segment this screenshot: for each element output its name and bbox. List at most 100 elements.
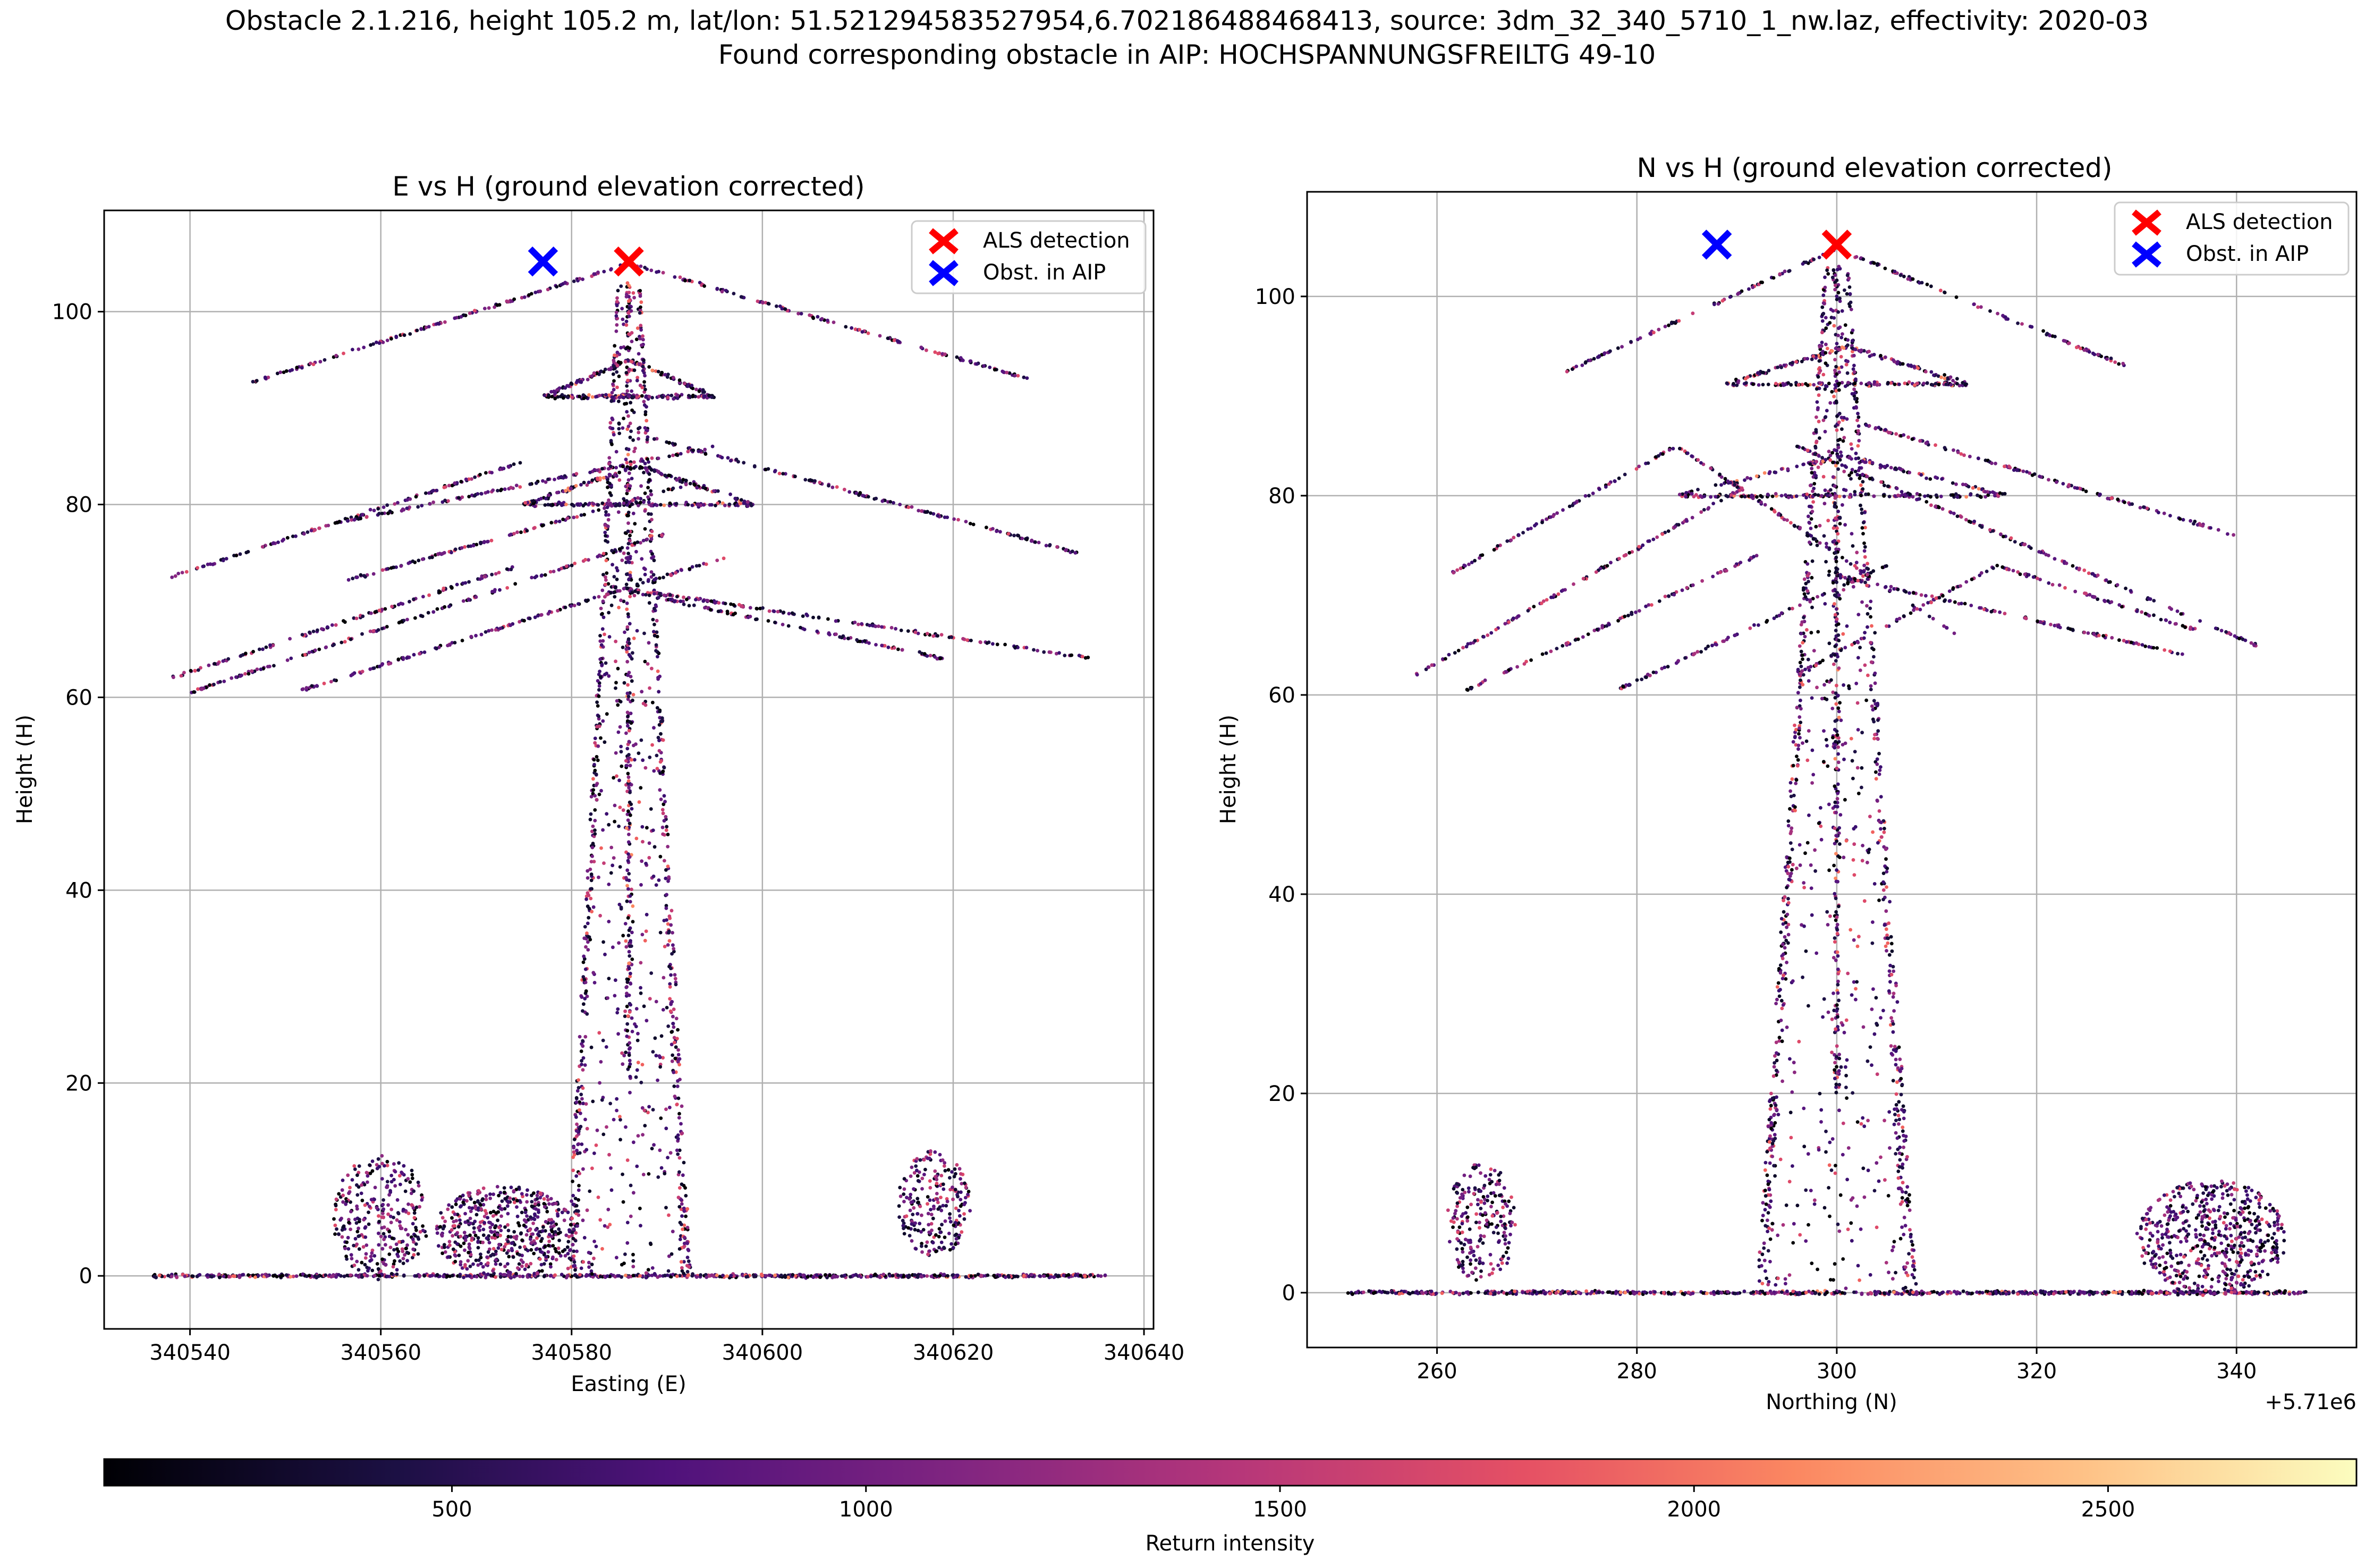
data-point xyxy=(607,635,612,639)
data-point xyxy=(643,572,647,577)
data-point xyxy=(675,595,679,599)
data-point xyxy=(978,640,982,644)
data-point xyxy=(634,337,639,342)
data-point xyxy=(891,1274,895,1278)
data-point xyxy=(561,1249,565,1253)
data-point xyxy=(341,1179,345,1182)
data-point xyxy=(196,566,199,570)
data-point xyxy=(415,328,419,333)
data-point xyxy=(610,549,614,553)
data-point xyxy=(512,297,516,301)
data-point xyxy=(533,1202,537,1206)
data-point xyxy=(531,499,536,503)
data-point xyxy=(472,494,477,498)
data-point xyxy=(607,472,612,477)
data-point xyxy=(377,1231,380,1235)
data-point xyxy=(643,509,647,513)
data-point xyxy=(506,1262,510,1266)
data-point xyxy=(362,1183,367,1186)
data-point xyxy=(278,370,283,374)
data-point xyxy=(531,502,536,506)
data-point xyxy=(591,788,596,792)
data-point xyxy=(381,1202,385,1207)
data-point xyxy=(955,1163,959,1167)
data-point xyxy=(948,1188,952,1192)
data-point xyxy=(948,1212,952,1216)
data-point xyxy=(589,1045,594,1049)
data-point xyxy=(640,394,644,398)
data-point xyxy=(601,639,605,643)
data-point xyxy=(411,1206,416,1210)
data-point xyxy=(301,1272,305,1276)
data-point xyxy=(549,1265,553,1269)
data-point xyxy=(749,502,753,506)
data-point xyxy=(924,1244,928,1248)
data-point xyxy=(525,1200,529,1204)
data-point xyxy=(491,1214,495,1218)
data-point xyxy=(926,1252,930,1257)
data-point xyxy=(572,279,576,283)
data-point xyxy=(567,1235,571,1239)
data-point xyxy=(363,1226,367,1230)
data-point xyxy=(522,1218,527,1222)
data-point xyxy=(519,1258,523,1262)
data-point xyxy=(664,1206,668,1210)
data-point xyxy=(392,1248,396,1252)
data-point xyxy=(246,550,250,554)
data-point xyxy=(461,599,465,603)
data-point xyxy=(450,586,454,590)
data-point xyxy=(954,1206,958,1210)
data-point xyxy=(632,1191,635,1195)
data-point xyxy=(420,1198,424,1202)
data-point xyxy=(628,944,632,948)
data-point xyxy=(739,498,743,502)
data-point xyxy=(591,971,596,975)
data-point xyxy=(514,1237,518,1241)
data-point xyxy=(690,503,694,507)
data-point xyxy=(468,1233,472,1238)
data-point xyxy=(587,393,591,397)
data-point xyxy=(557,1208,561,1212)
data-point xyxy=(515,1214,520,1218)
data-point xyxy=(579,1049,583,1053)
data-point xyxy=(572,504,576,508)
data-point xyxy=(579,1266,583,1270)
data-point xyxy=(336,1232,341,1236)
data-point xyxy=(603,952,607,956)
data-point xyxy=(411,1247,416,1251)
data-point xyxy=(662,593,666,597)
data-point xyxy=(850,326,854,330)
data-point xyxy=(468,311,472,315)
data-point xyxy=(447,484,451,488)
data-point xyxy=(969,1274,973,1278)
data-point xyxy=(657,749,662,753)
data-point xyxy=(956,1221,961,1225)
data-point xyxy=(635,1068,639,1072)
data-point xyxy=(350,1257,354,1261)
data-point xyxy=(565,1274,570,1278)
data-point xyxy=(703,447,707,452)
data-point xyxy=(853,621,857,624)
data-point xyxy=(685,1264,689,1268)
data-point xyxy=(842,487,846,491)
data-point xyxy=(606,513,611,517)
data-point xyxy=(625,572,629,577)
data-point xyxy=(855,638,859,642)
data-point xyxy=(498,588,502,592)
data-point xyxy=(395,1272,399,1276)
data-point xyxy=(639,264,643,268)
data-point xyxy=(629,309,633,313)
data-point xyxy=(960,1182,964,1186)
data-point xyxy=(419,327,423,331)
data-point xyxy=(766,619,770,623)
data-point xyxy=(355,1183,359,1187)
data-point xyxy=(609,603,614,607)
data-point xyxy=(581,393,586,397)
data-point xyxy=(920,1250,924,1254)
data-point xyxy=(499,1228,503,1233)
data-point xyxy=(723,601,727,606)
data-point xyxy=(604,661,608,665)
data-point xyxy=(459,1262,463,1267)
data-point xyxy=(613,344,617,348)
